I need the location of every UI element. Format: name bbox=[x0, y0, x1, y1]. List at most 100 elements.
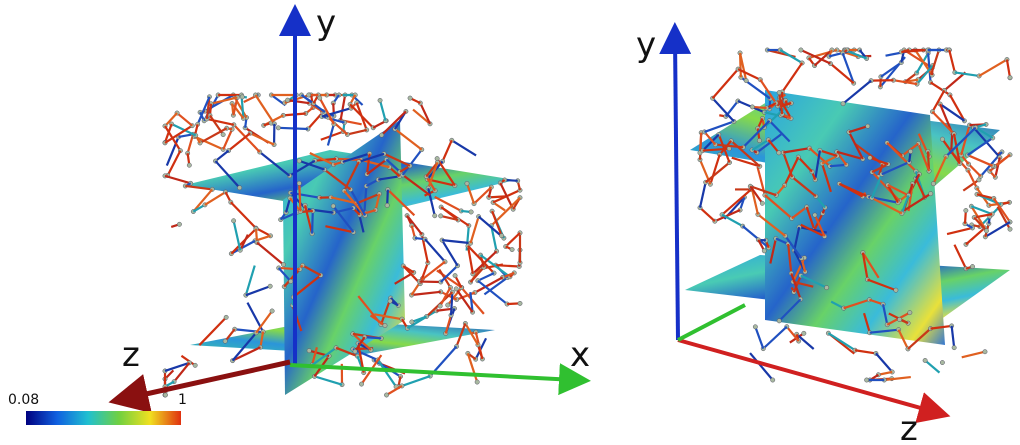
network-edge bbox=[762, 325, 788, 350]
network-edge bbox=[171, 123, 197, 137]
network-edge bbox=[974, 213, 993, 219]
network-edge bbox=[320, 130, 344, 141]
network-node bbox=[377, 97, 383, 103]
network-edge bbox=[186, 133, 195, 154]
network-node bbox=[437, 303, 443, 309]
network-edge bbox=[916, 64, 934, 85]
network-node bbox=[840, 101, 846, 107]
network-edge bbox=[960, 124, 971, 156]
network-edge bbox=[994, 157, 1001, 178]
network-edge bbox=[227, 132, 251, 152]
network-edge bbox=[164, 124, 193, 144]
network-edge bbox=[749, 185, 764, 204]
network-edge bbox=[164, 112, 178, 127]
y-axis bbox=[659, 22, 692, 341]
network-edge bbox=[881, 304, 889, 325]
network-node bbox=[296, 180, 302, 186]
network-edge bbox=[310, 346, 318, 366]
network-node bbox=[824, 285, 830, 291]
z-axis bbox=[677, 338, 951, 424]
network-edge bbox=[861, 252, 869, 280]
network-edge bbox=[950, 325, 956, 348]
network-edge bbox=[259, 331, 265, 348]
network-edge bbox=[738, 52, 748, 81]
network-edge bbox=[779, 98, 792, 119]
network-edge bbox=[466, 245, 474, 275]
network-edge bbox=[424, 238, 446, 263]
network-edge bbox=[287, 99, 310, 105]
network-edge bbox=[504, 232, 521, 248]
network-edge bbox=[258, 151, 291, 177]
network-edge bbox=[800, 274, 828, 289]
network-edge bbox=[950, 133, 954, 152]
network-edge bbox=[325, 225, 354, 234]
network-edge bbox=[843, 298, 870, 310]
network-node bbox=[239, 94, 245, 100]
network-node bbox=[951, 345, 957, 351]
network-edge bbox=[842, 79, 872, 105]
network-edge bbox=[469, 291, 474, 313]
network-edge bbox=[783, 156, 800, 186]
network-node bbox=[776, 150, 782, 156]
network-node bbox=[757, 138, 762, 144]
network-edge bbox=[967, 163, 982, 178]
network-node bbox=[907, 310, 913, 316]
network-edge bbox=[469, 266, 485, 283]
network-edge bbox=[436, 157, 456, 187]
network-edge bbox=[473, 186, 493, 205]
network-node bbox=[474, 379, 480, 385]
network-edge bbox=[993, 153, 1011, 168]
network-edge bbox=[715, 143, 744, 149]
network-edge bbox=[754, 326, 765, 350]
network-edge bbox=[444, 314, 453, 334]
network-edge bbox=[901, 48, 928, 54]
network-node bbox=[384, 202, 390, 208]
network-edge bbox=[477, 279, 508, 305]
network-edge bbox=[927, 53, 932, 83]
network-edge bbox=[1005, 59, 1012, 78]
network-edge bbox=[718, 140, 732, 156]
network-edge bbox=[349, 188, 367, 217]
network-node bbox=[379, 132, 385, 138]
network-edge bbox=[210, 96, 238, 105]
network-edge bbox=[419, 102, 432, 125]
network-edge bbox=[848, 125, 869, 134]
network-edge bbox=[385, 384, 403, 396]
network-node bbox=[761, 248, 767, 254]
network-edge bbox=[434, 195, 462, 212]
network-edge bbox=[731, 156, 761, 168]
x-axis bbox=[677, 303, 746, 342]
network-edge bbox=[698, 132, 703, 153]
axis-label: x bbox=[570, 335, 590, 375]
network-edge bbox=[449, 292, 454, 316]
network-edge bbox=[173, 362, 191, 383]
network-edge bbox=[778, 92, 784, 115]
network-node bbox=[407, 95, 413, 101]
network-node bbox=[468, 209, 474, 215]
network-edge bbox=[903, 192, 932, 212]
network-node bbox=[409, 319, 415, 325]
network-edge bbox=[479, 254, 511, 278]
network-edge bbox=[310, 210, 314, 234]
network-edge bbox=[953, 244, 968, 270]
network-edge bbox=[254, 94, 276, 125]
network-edge bbox=[427, 187, 436, 217]
network-edge bbox=[836, 150, 864, 161]
network-edge bbox=[466, 353, 479, 383]
network-edge bbox=[394, 128, 423, 151]
network-edge bbox=[749, 185, 777, 197]
axis-label: y bbox=[636, 25, 656, 65]
network-edge bbox=[721, 188, 752, 216]
network-edge bbox=[440, 206, 459, 221]
network-edge bbox=[491, 210, 503, 237]
network-edge bbox=[800, 49, 831, 65]
network-edge bbox=[785, 325, 800, 342]
network-edge bbox=[469, 216, 480, 244]
network-node bbox=[237, 185, 243, 191]
network-edge bbox=[365, 153, 371, 175]
network-edge bbox=[374, 193, 381, 211]
network-edge bbox=[359, 208, 377, 216]
network-edge bbox=[701, 133, 720, 152]
network-edge bbox=[245, 285, 271, 297]
network-edge bbox=[302, 264, 322, 277]
